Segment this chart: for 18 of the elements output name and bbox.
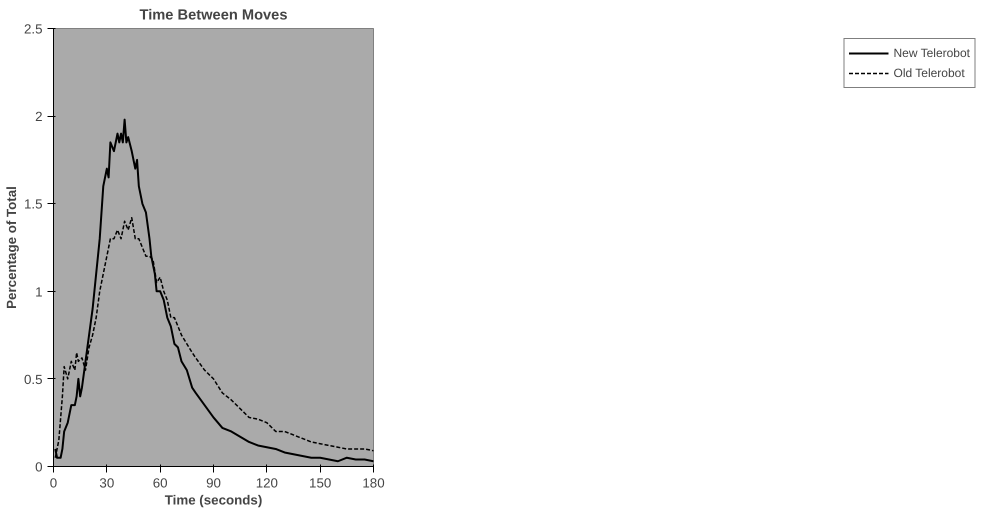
y-axis-title: Percentage of Total xyxy=(4,186,19,309)
x-tick-label: 90 xyxy=(206,476,221,490)
x-tick-label: 0 xyxy=(50,476,58,490)
chart-title: Time Between Moves xyxy=(140,8,288,24)
x-tick-label: 60 xyxy=(152,476,168,490)
x-tick-label: 180 xyxy=(362,476,385,490)
x-axis-title: Time (seconds) xyxy=(164,492,262,508)
legend-label: New Telerobot xyxy=(894,46,970,60)
y-tick-label: 1 xyxy=(35,284,43,300)
y-tick-label: 0.5 xyxy=(24,372,43,387)
y-tick-label: 2 xyxy=(35,109,43,124)
x-tick-label: 150 xyxy=(309,476,332,490)
y-tick-label: 2.5 xyxy=(24,22,43,36)
x-tick-label: 120 xyxy=(256,476,278,490)
y-tick-label: 1.5 xyxy=(24,196,43,212)
x-tick-label: 30 xyxy=(99,476,114,490)
y-tick-label: 0 xyxy=(35,460,43,474)
legend-label: Old Telerobot xyxy=(894,66,965,80)
